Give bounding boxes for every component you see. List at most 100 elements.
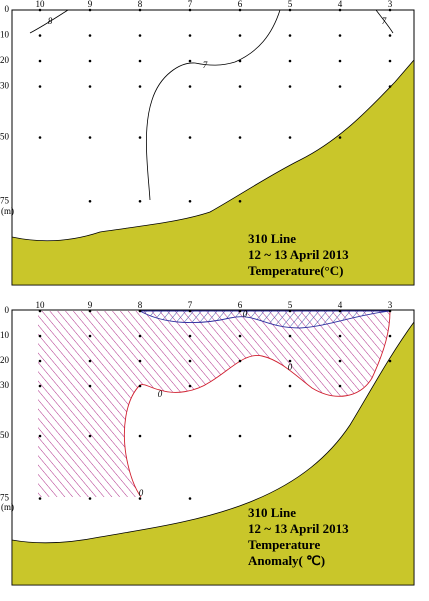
station-label: 6: [238, 300, 243, 310]
sample-point: [238, 359, 242, 363]
depth-label: 75: [0, 493, 10, 503]
contour-label: 7: [382, 16, 387, 26]
sample-point: [238, 434, 242, 438]
negative-anomaly: [138, 310, 391, 329]
contour-label: 0: [139, 488, 144, 498]
depth-label: 30: [0, 81, 10, 91]
caption-line: Anomaly( ℃): [248, 553, 325, 568]
sample-point: [38, 434, 42, 438]
contour-label: 0: [158, 389, 163, 399]
caption-line: 12 ~ 13 April 2013: [248, 247, 349, 262]
sample-point: [238, 384, 242, 388]
sample-point: [88, 434, 92, 438]
contour-label: 0: [288, 362, 293, 372]
sample-point: [138, 59, 142, 63]
sample-point: [88, 136, 92, 139]
sample-point: [388, 8, 392, 12]
panel-top: [11, 9, 415, 286]
sample-point: [338, 359, 342, 363]
sample-point: [388, 309, 392, 313]
sample-point: [88, 85, 92, 88]
station-label: 9: [88, 0, 93, 9]
sample-point: [38, 309, 42, 313]
depth-label: 20: [0, 55, 10, 65]
depth-label: 50: [0, 430, 10, 440]
sample-point: [38, 497, 42, 500]
sample-point: [188, 309, 192, 313]
sample-point: [138, 8, 142, 12]
seabed: [11, 58, 415, 286]
panel-bottom: [11, 309, 415, 586]
sample-point: [288, 34, 292, 37]
sample-point: [38, 359, 42, 363]
station-label: 6: [238, 0, 243, 9]
contour-label: 7: [203, 60, 208, 70]
sample-point: [288, 384, 292, 388]
sample-point: [338, 309, 342, 313]
sample-point: [138, 384, 142, 388]
sample-point: [238, 85, 242, 88]
sample-point: [288, 434, 292, 438]
sample-point: [88, 309, 92, 313]
station-label: 10: [36, 0, 46, 9]
depth-label: 20: [0, 355, 10, 365]
depth-label: 30: [0, 380, 10, 390]
depth-label: 0: [5, 305, 10, 315]
sample-point: [138, 136, 142, 139]
sample-point: [138, 334, 142, 338]
sample-point: [188, 334, 192, 338]
sample-point: [88, 384, 92, 388]
sample-point: [338, 34, 342, 37]
sample-point: [138, 85, 142, 88]
sample-point: [288, 59, 292, 63]
sample-point: [238, 8, 242, 12]
sample-point: [288, 85, 292, 88]
depth-unit: (m): [1, 206, 14, 216]
station-label: 7: [188, 0, 193, 9]
sample-point: [388, 334, 392, 338]
sample-point: [88, 59, 92, 63]
sample-point: [388, 59, 392, 63]
station-label: 5: [288, 300, 293, 310]
sample-point: [138, 497, 142, 500]
sample-point: [238, 199, 242, 203]
sample-point: [188, 59, 192, 63]
sample-point: [88, 497, 92, 500]
depth-label: 50: [0, 132, 10, 142]
sample-point: [138, 359, 142, 363]
sample-point: [288, 136, 292, 139]
sample-point: [188, 434, 192, 438]
sample-point: [138, 434, 142, 438]
sample-point: [188, 85, 192, 88]
sample-point: [88, 334, 92, 338]
sample-point: [388, 34, 392, 37]
caption-line: 12 ~ 13 April 2013: [248, 521, 349, 536]
station-label: 10: [36, 300, 46, 310]
sample-point: [138, 309, 142, 313]
sample-point: [188, 136, 192, 139]
sample-point: [38, 59, 42, 63]
sample-point: [88, 34, 92, 37]
sample-point: [238, 334, 242, 338]
sample-point: [388, 359, 392, 363]
station-label: 4: [338, 0, 343, 9]
sample-point: [88, 359, 92, 363]
sample-point: [188, 497, 192, 500]
sample-point: [38, 8, 42, 12]
station-label: 5: [288, 0, 293, 9]
station-label: 8: [138, 0, 143, 9]
station-label: 9: [88, 300, 93, 310]
sample-point: [238, 59, 242, 63]
sample-point: [288, 309, 292, 313]
contour-label: 0: [243, 309, 248, 319]
depth-label: 0: [5, 4, 10, 14]
sample-point: [288, 334, 292, 338]
sample-point: [138, 34, 142, 37]
sample-point: [38, 334, 42, 338]
contour: [123, 310, 391, 498]
sample-point: [238, 34, 242, 37]
sample-point: [338, 59, 342, 63]
sample-point: [338, 384, 342, 388]
sample-point: [238, 309, 242, 313]
sample-point: [188, 199, 192, 203]
